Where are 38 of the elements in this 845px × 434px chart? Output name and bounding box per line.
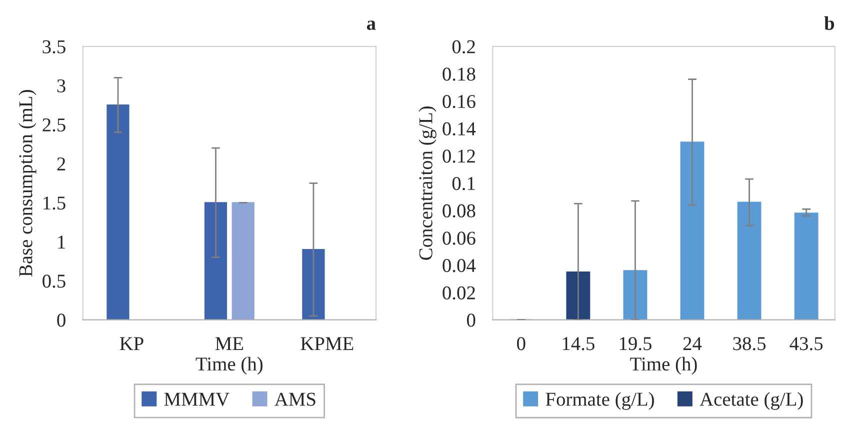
x-tick-label: KPME [300, 337, 354, 350]
y-tick-label: 0.04 [442, 258, 476, 272]
x-axis-title: Time (h) [630, 356, 697, 375]
x-tick-label: 24 [683, 337, 702, 350]
legend-label: Acetate (g/L) [700, 392, 803, 410]
x-tick-label: 14.5 [562, 337, 594, 350]
x-tick-label: 19.5 [620, 337, 652, 350]
legend-label: AMS [274, 392, 316, 406]
y-tick-label: 0.2 [452, 40, 475, 54]
y-tick-label: 3 [57, 79, 66, 92]
y-tick-label: 2 [57, 157, 66, 170]
y-tick-label: 0.16 [442, 94, 476, 108]
y-tick-label: 0.02 [442, 286, 475, 300]
legend-label: Formate (g/L) [546, 392, 654, 410]
y-tick-label: 0.14 [442, 122, 476, 136]
legend-label: MMMV [164, 392, 230, 406]
y-axis-title: Concentraiton (g/L) [418, 106, 436, 260]
y-tick-label: 0.1 [452, 176, 475, 190]
x-tick-label: 43.5 [790, 337, 823, 350]
y-tick-label: 0 [466, 314, 476, 327]
y-tick-label: 0.06 [442, 232, 476, 245]
y-tick-label: 0.5 [42, 274, 66, 288]
y-axis-title: Base consumption (mL) [18, 90, 36, 277]
y-tick-label: 1.5 [44, 196, 66, 210]
chart-title: b [824, 16, 834, 30]
chart-title: a [366, 20, 376, 30]
x-tick-label: KP [120, 337, 144, 350]
y-tick-label: 3.5 [42, 40, 66, 54]
x-tick-label: 38.5 [733, 337, 766, 350]
y-tick-label: 0.12 [442, 150, 475, 163]
x-tick-label: 0 [517, 337, 526, 350]
y-tick-label: 0.08 [442, 204, 476, 218]
x-tick-label: ME [215, 337, 244, 350]
y-tick-label: 2.5 [42, 118, 66, 132]
x-axis-title: Time (h) [196, 356, 263, 375]
y-tick-label: 0 [57, 314, 66, 327]
y-tick-label: 0.18 [442, 68, 476, 81]
y-tick-label: 1 [58, 236, 65, 248]
